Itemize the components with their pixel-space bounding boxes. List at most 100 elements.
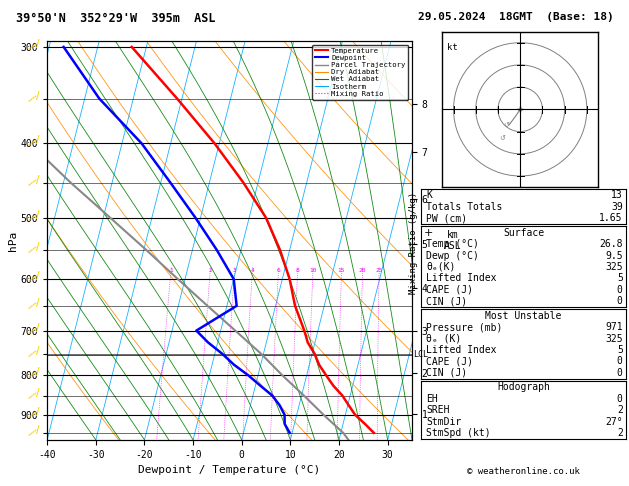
Text: StmDir: StmDir xyxy=(426,417,462,427)
Text: CAPE (J): CAPE (J) xyxy=(426,285,474,295)
Temperature xyxy=(291,303,299,309)
Text: $\circlearrowleft$: $\circlearrowleft$ xyxy=(503,121,511,129)
Parcel Trajectory xyxy=(279,372,286,378)
Dewpoint xyxy=(204,339,212,345)
Text: Surface: Surface xyxy=(503,227,544,238)
Text: Most Unstable: Most Unstable xyxy=(486,311,562,321)
Temperature xyxy=(301,328,308,333)
Temperature xyxy=(286,276,293,282)
Text: /: / xyxy=(26,427,36,439)
Text: © weatheronline.co.uk: © weatheronline.co.uk xyxy=(467,467,580,476)
Text: PW (cm): PW (cm) xyxy=(426,213,467,223)
Text: 26.8: 26.8 xyxy=(599,239,623,249)
Text: 1: 1 xyxy=(169,268,172,274)
Text: /: / xyxy=(26,348,36,360)
Text: LCL: LCL xyxy=(413,350,428,359)
Text: Mixing Ratio (g/kg): Mixing Ratio (g/kg) xyxy=(409,192,418,294)
Text: /: / xyxy=(36,425,40,435)
Temperature xyxy=(361,421,369,427)
Text: 2: 2 xyxy=(617,428,623,438)
Dewpoint xyxy=(192,215,199,221)
Dewpoint xyxy=(138,140,145,146)
Parcel Trajectory xyxy=(340,430,347,436)
Dewpoint xyxy=(281,421,289,427)
Text: /: / xyxy=(36,210,40,220)
Text: /: / xyxy=(26,244,36,256)
Dewpoint xyxy=(96,96,103,102)
Text: /: / xyxy=(26,325,36,336)
Text: 0: 0 xyxy=(617,356,623,366)
Text: $\circlearrowleft$: $\circlearrowleft$ xyxy=(498,134,507,142)
Text: /: / xyxy=(26,273,36,285)
Text: 0: 0 xyxy=(617,285,623,295)
Text: /: / xyxy=(26,300,36,312)
Text: 325: 325 xyxy=(605,262,623,272)
Dewpoint xyxy=(281,412,288,417)
Text: /: / xyxy=(36,407,40,417)
Text: /: / xyxy=(36,323,40,332)
Text: 27°: 27° xyxy=(605,417,623,427)
X-axis label: Dewpoint / Temperature (°C): Dewpoint / Temperature (°C) xyxy=(138,465,321,475)
Parcel Trajectory xyxy=(107,215,114,221)
Text: /: / xyxy=(36,135,40,145)
Text: 0: 0 xyxy=(617,368,623,378)
Text: SREH: SREH xyxy=(426,405,450,415)
Text: CIN (J): CIN (J) xyxy=(426,368,467,378)
Dewpoint xyxy=(213,247,221,253)
Parcel Trajectory xyxy=(142,247,150,253)
Text: 2: 2 xyxy=(617,405,623,415)
Text: /: / xyxy=(36,90,40,101)
Text: 5: 5 xyxy=(617,345,623,355)
Parcel Trajectory xyxy=(345,437,352,443)
Text: 15: 15 xyxy=(338,268,345,274)
Text: Hodograph: Hodograph xyxy=(497,382,550,392)
Legend: Temperature, Dewpoint, Parcel Trajectory, Dry Adiabat, Wet Adiabat, Isotherm, Mi: Temperature, Dewpoint, Parcel Trajectory… xyxy=(313,45,408,100)
Line: Temperature: Temperature xyxy=(131,47,374,433)
Line: Dewpoint: Dewpoint xyxy=(64,47,290,433)
Text: θₑ (K): θₑ (K) xyxy=(426,333,462,344)
Text: Pressure (mb): Pressure (mb) xyxy=(426,322,503,332)
Text: 39°50'N  352°29'W  395m  ASL: 39°50'N 352°29'W 395m ASL xyxy=(16,12,215,25)
Text: /: / xyxy=(36,39,40,49)
Text: θₑ(K): θₑ(K) xyxy=(426,262,456,272)
Text: kt: kt xyxy=(447,43,458,52)
Text: /: / xyxy=(26,93,36,104)
Dewpoint xyxy=(230,276,238,282)
Parcel Trajectory xyxy=(257,351,265,357)
Text: Lifted Index: Lifted Index xyxy=(426,273,497,283)
Text: 2: 2 xyxy=(208,268,212,274)
Parcel Trajectory xyxy=(26,140,33,146)
Text: CAPE (J): CAPE (J) xyxy=(426,356,474,366)
Text: 0: 0 xyxy=(617,394,623,404)
Text: 6: 6 xyxy=(277,268,281,274)
Dewpoint xyxy=(60,44,67,50)
Text: 10: 10 xyxy=(309,268,316,274)
Temperature xyxy=(315,362,323,367)
Text: EH: EH xyxy=(426,394,438,404)
Temperature xyxy=(338,393,346,399)
Temperature xyxy=(352,412,359,417)
Y-axis label: hPa: hPa xyxy=(8,230,18,251)
Text: K: K xyxy=(426,191,432,200)
Text: 20: 20 xyxy=(359,268,366,274)
Text: 39: 39 xyxy=(611,202,623,212)
Temperature xyxy=(304,339,311,345)
Temperature xyxy=(128,44,135,50)
Text: /: / xyxy=(36,367,40,377)
Text: +: + xyxy=(424,227,433,238)
Text: 3: 3 xyxy=(233,268,237,274)
Dewpoint xyxy=(245,372,252,378)
Parcel Trajectory xyxy=(174,276,182,282)
Dewpoint xyxy=(192,328,200,333)
Dewpoint xyxy=(257,382,264,388)
Dewpoint xyxy=(218,351,226,357)
Text: 4: 4 xyxy=(250,268,254,274)
Temperature xyxy=(262,215,270,221)
Dewpoint xyxy=(276,402,284,408)
Temperature xyxy=(330,382,337,388)
Text: /: / xyxy=(36,388,40,398)
Text: Temp (°C): Temp (°C) xyxy=(426,239,479,249)
Text: Dewp (°C): Dewp (°C) xyxy=(426,250,479,260)
Text: 8: 8 xyxy=(296,268,299,274)
Text: /: / xyxy=(26,177,36,189)
